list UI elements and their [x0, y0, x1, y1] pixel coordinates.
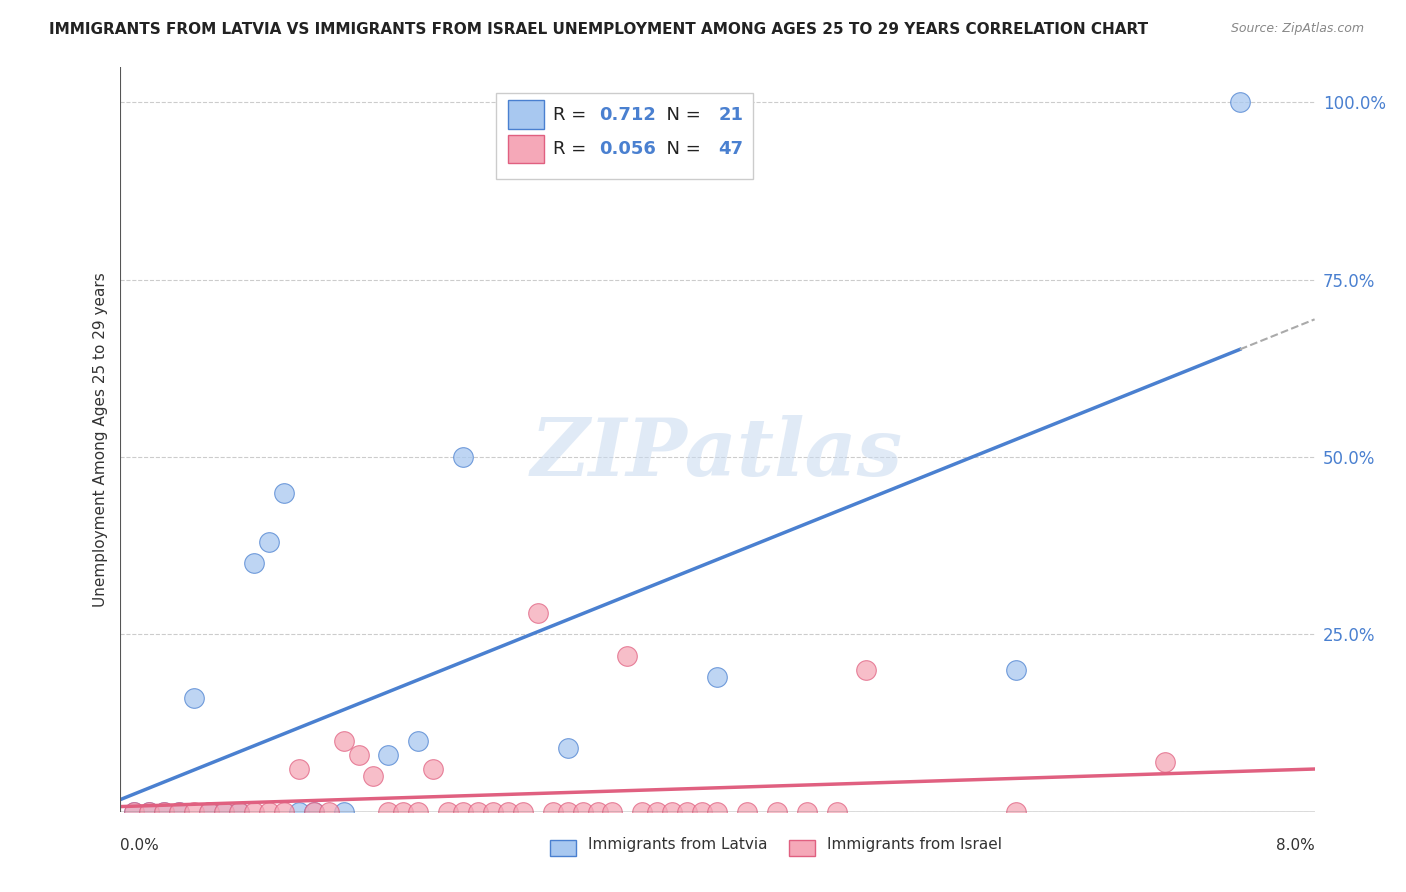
Point	[243, 805, 266, 819]
Point	[676, 805, 699, 819]
Point	[855, 663, 877, 677]
Point	[512, 805, 534, 819]
Point	[437, 805, 460, 819]
Point	[198, 805, 221, 819]
Text: 8.0%: 8.0%	[1275, 838, 1315, 853]
Point	[616, 648, 638, 663]
Bar	[550, 840, 576, 856]
Point	[690, 805, 713, 819]
Bar	[508, 101, 544, 128]
Bar	[508, 135, 544, 163]
Point	[347, 747, 370, 762]
Point	[647, 805, 669, 819]
Point	[557, 805, 579, 819]
Point	[408, 733, 430, 747]
Point	[541, 805, 564, 819]
Text: N =: N =	[655, 105, 706, 124]
Y-axis label: Unemployment Among Ages 25 to 29 years: Unemployment Among Ages 25 to 29 years	[93, 272, 108, 607]
Text: 47: 47	[718, 140, 744, 158]
Point	[377, 747, 399, 762]
Point	[451, 805, 474, 819]
Bar	[789, 840, 815, 856]
Point	[422, 762, 444, 776]
Point	[392, 805, 415, 819]
Point	[332, 733, 354, 747]
Point	[212, 805, 235, 819]
Text: 0.712: 0.712	[599, 105, 655, 124]
Text: 0.0%: 0.0%	[120, 838, 159, 853]
Point	[302, 805, 325, 819]
Point	[243, 557, 266, 571]
Text: IMMIGRANTS FROM LATVIA VS IMMIGRANTS FROM ISRAEL UNEMPLOYMENT AMONG AGES 25 TO 2: IMMIGRANTS FROM LATVIA VS IMMIGRANTS FRO…	[49, 22, 1149, 37]
Point	[496, 805, 519, 819]
Point	[153, 805, 176, 819]
Point	[363, 769, 385, 783]
Point	[451, 450, 474, 464]
Point	[586, 805, 609, 819]
Point	[183, 805, 205, 819]
Point	[212, 805, 235, 819]
Text: 0.056: 0.056	[599, 140, 655, 158]
Point	[1004, 663, 1026, 677]
Text: R =: R =	[554, 140, 592, 158]
Text: N =: N =	[655, 140, 706, 158]
Text: Source: ZipAtlas.com: Source: ZipAtlas.com	[1230, 22, 1364, 36]
Point	[825, 805, 848, 819]
FancyBboxPatch shape	[496, 93, 754, 178]
Point	[796, 805, 818, 819]
Point	[1004, 805, 1026, 819]
Point	[257, 805, 280, 819]
Point	[318, 805, 340, 819]
Point	[706, 670, 728, 684]
Point	[228, 805, 250, 819]
Point	[288, 805, 311, 819]
Point	[1154, 755, 1177, 769]
Point	[482, 805, 505, 819]
Point	[169, 805, 191, 819]
Text: R =: R =	[554, 105, 592, 124]
Point	[198, 805, 221, 819]
Point	[1229, 95, 1251, 110]
Point	[557, 740, 579, 755]
Point	[631, 805, 654, 819]
Point	[467, 805, 489, 819]
Point	[138, 805, 160, 819]
Text: ZIPatlas: ZIPatlas	[531, 416, 903, 493]
Point	[661, 805, 683, 819]
Point	[571, 805, 593, 819]
Point	[766, 805, 789, 819]
Point	[602, 805, 624, 819]
Point	[169, 805, 191, 819]
Point	[288, 762, 311, 776]
Point	[124, 805, 146, 819]
Point	[408, 805, 430, 819]
Point	[124, 805, 146, 819]
Point	[138, 805, 160, 819]
Point	[153, 805, 176, 819]
Point	[302, 805, 325, 819]
Point	[183, 691, 205, 706]
Point	[273, 805, 295, 819]
Text: 21: 21	[718, 105, 744, 124]
Point	[735, 805, 758, 819]
Point	[257, 535, 280, 549]
Point	[706, 805, 728, 819]
Point	[527, 606, 550, 620]
Point	[273, 485, 295, 500]
Text: Immigrants from Israel: Immigrants from Israel	[827, 837, 1002, 852]
Point	[228, 805, 250, 819]
Text: Immigrants from Latvia: Immigrants from Latvia	[588, 837, 768, 852]
Point	[332, 805, 354, 819]
Point	[377, 805, 399, 819]
